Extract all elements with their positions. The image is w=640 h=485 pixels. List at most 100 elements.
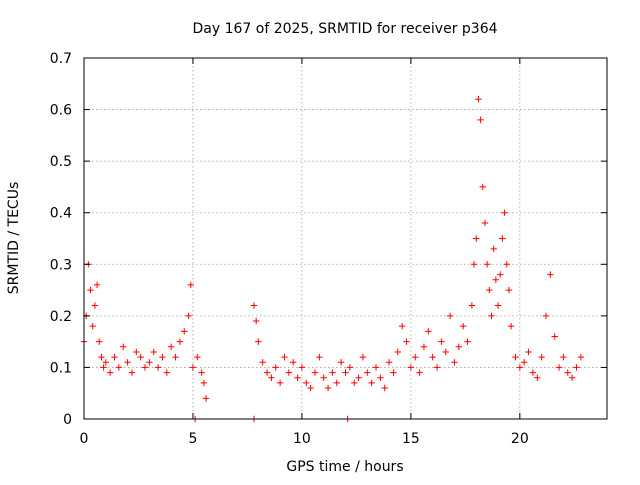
data-point (381, 384, 388, 392)
data-point (141, 364, 149, 371)
data-point (394, 348, 401, 356)
data-point (429, 353, 436, 361)
data-point (492, 276, 500, 283)
y-tick-label: 0.6 (50, 103, 72, 119)
data-point (568, 374, 576, 381)
data-point (564, 369, 571, 376)
data-point (451, 359, 458, 366)
data-point (124, 359, 131, 366)
x-tick-label: 5 (188, 431, 197, 447)
data-point (525, 348, 532, 356)
data-point (172, 353, 179, 361)
data-point (534, 374, 541, 381)
data-point (516, 364, 524, 371)
data-point (93, 281, 101, 289)
data-point (551, 333, 558, 340)
data-point (187, 281, 194, 289)
data-point (364, 369, 371, 376)
data-point (285, 369, 293, 376)
data-point (202, 395, 210, 402)
data-point (473, 235, 480, 242)
data-point (470, 261, 478, 268)
data-point (438, 338, 445, 345)
data-point (307, 384, 314, 392)
data-point (316, 353, 323, 361)
data-point (167, 343, 175, 350)
data-point (255, 338, 262, 345)
data-point (311, 369, 319, 376)
data-point (499, 235, 506, 242)
data-point (433, 364, 441, 371)
data-point (538, 353, 545, 361)
data-point (120, 343, 127, 350)
y-tick-label: 0.1 (50, 360, 72, 376)
data-point (390, 369, 397, 376)
data-point (542, 312, 550, 320)
data-point (407, 364, 415, 371)
data-point (425, 328, 432, 335)
x-tick-label: 20 (511, 431, 529, 447)
data-point (96, 338, 103, 345)
data-point (185, 312, 192, 320)
data-point (475, 96, 482, 103)
data-point (377, 374, 384, 381)
data-point (133, 348, 140, 356)
data-points (80, 96, 585, 423)
data-point (488, 312, 495, 320)
data-point (290, 359, 297, 366)
data-point (512, 353, 519, 361)
data-point (368, 379, 375, 387)
data-point (91, 302, 99, 309)
data-point (87, 286, 94, 294)
data-point (102, 359, 109, 366)
data-point (459, 322, 467, 330)
data-point (298, 364, 306, 371)
data-point (497, 271, 504, 278)
data-point (346, 364, 354, 371)
y-tick-label: 0.5 (50, 154, 72, 170)
data-point (573, 364, 580, 371)
data-point (351, 379, 358, 387)
x-tick-label: 15 (402, 431, 420, 447)
data-point (272, 364, 279, 371)
data-point (555, 364, 563, 371)
x-tick-label: 10 (293, 431, 311, 447)
data-point (481, 219, 489, 227)
data-point (403, 338, 410, 345)
data-point (355, 374, 362, 381)
data-point (337, 359, 345, 366)
data-point (486, 286, 493, 294)
data-point (320, 374, 327, 381)
data-point (479, 183, 486, 191)
data-point (324, 384, 332, 392)
data-point (464, 338, 471, 345)
data-point (111, 353, 118, 361)
data-point (359, 353, 367, 361)
data-point (520, 359, 528, 366)
data-point (412, 353, 419, 361)
data-point (490, 245, 497, 253)
data-point (483, 261, 491, 268)
y-tick-label: 0.3 (50, 257, 72, 273)
data-point (442, 348, 449, 356)
y-tick-labels: 0 0.1 0.2 0.3 0.4 0.5 0.6 0.7 (50, 51, 72, 428)
data-point (189, 364, 197, 371)
data-point (303, 379, 310, 387)
data-point (507, 322, 515, 330)
data-point (250, 302, 258, 309)
data-point (446, 312, 454, 320)
data-point (547, 271, 554, 278)
data-point (281, 353, 288, 361)
data-point (560, 353, 567, 361)
data-point (503, 261, 510, 268)
data-point (420, 343, 428, 350)
data-point (106, 369, 114, 376)
data-point (501, 209, 508, 216)
data-point (505, 286, 513, 294)
data-point (477, 116, 484, 124)
y-axis-label: SRMTID / TECUs (6, 182, 22, 295)
data-point (372, 364, 380, 371)
data-point (455, 343, 463, 350)
